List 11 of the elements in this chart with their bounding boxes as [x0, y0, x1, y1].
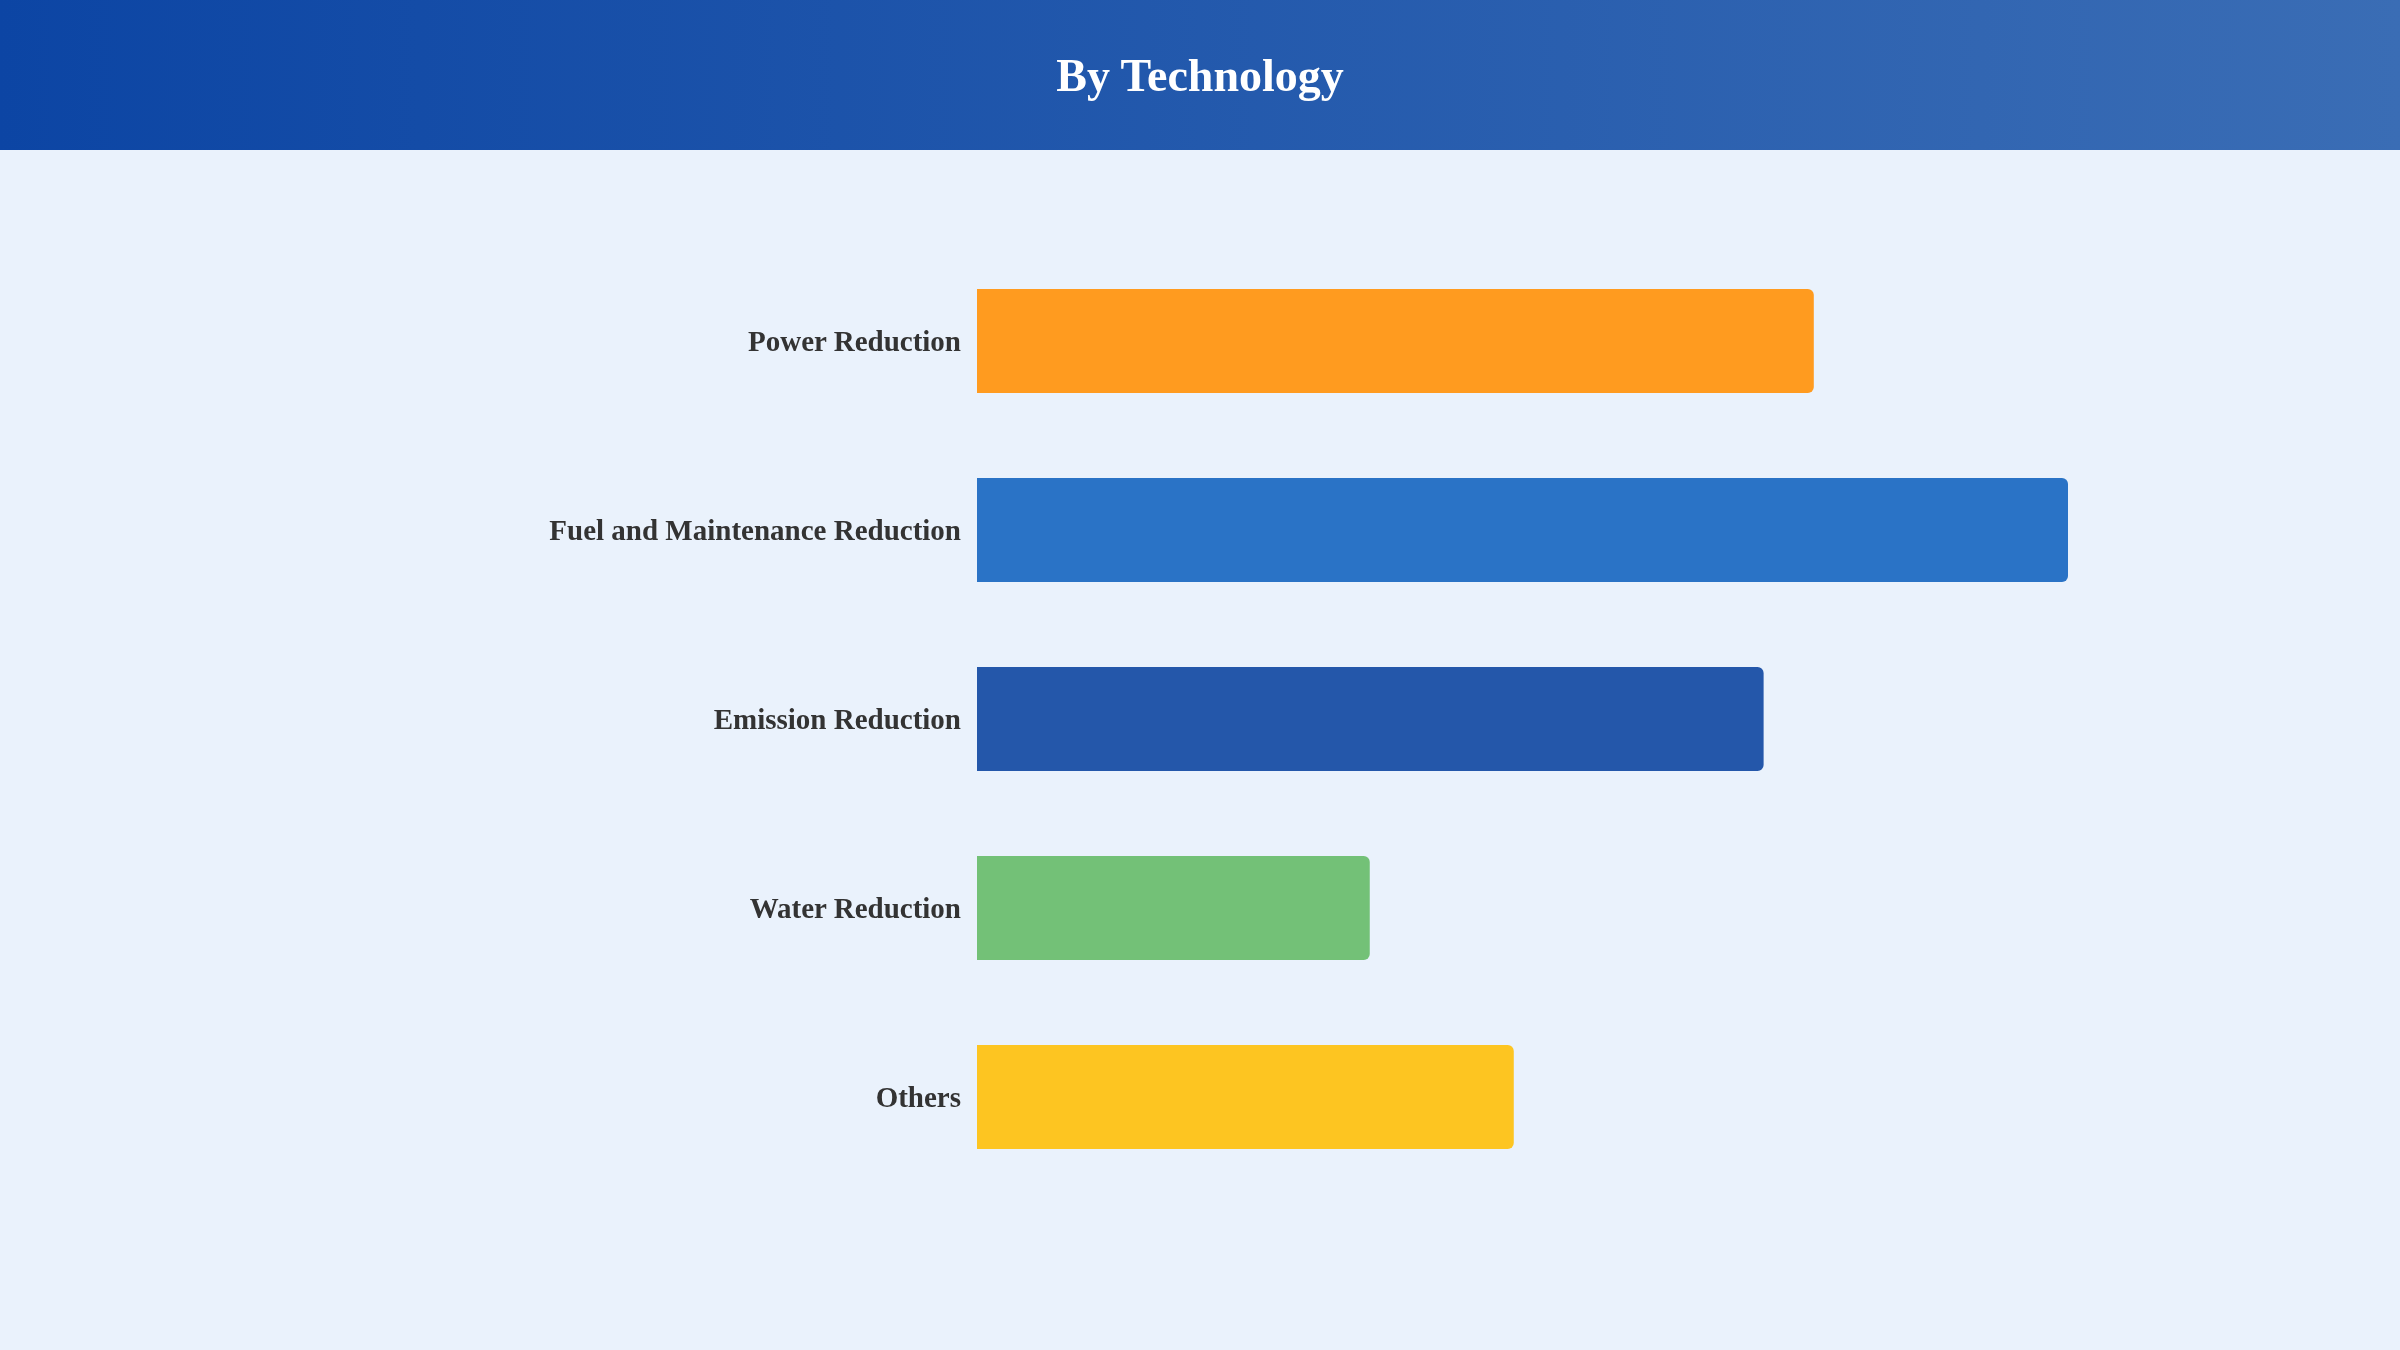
y-tick-label: Emission Reduction	[713, 702, 961, 735]
bar	[977, 478, 2068, 582]
y-tick-label: Others	[875, 1080, 961, 1113]
y-tick-label: Water Reduction	[749, 891, 961, 924]
bar	[977, 289, 1814, 393]
bar	[977, 667, 1764, 771]
chart-title: By Technology	[1056, 48, 1344, 102]
bar	[977, 1045, 1514, 1149]
y-tick-label: Power Reduction	[748, 324, 961, 357]
y-tick-label: Fuel and Maintenance Reduction	[549, 513, 961, 546]
bar	[977, 856, 1370, 960]
